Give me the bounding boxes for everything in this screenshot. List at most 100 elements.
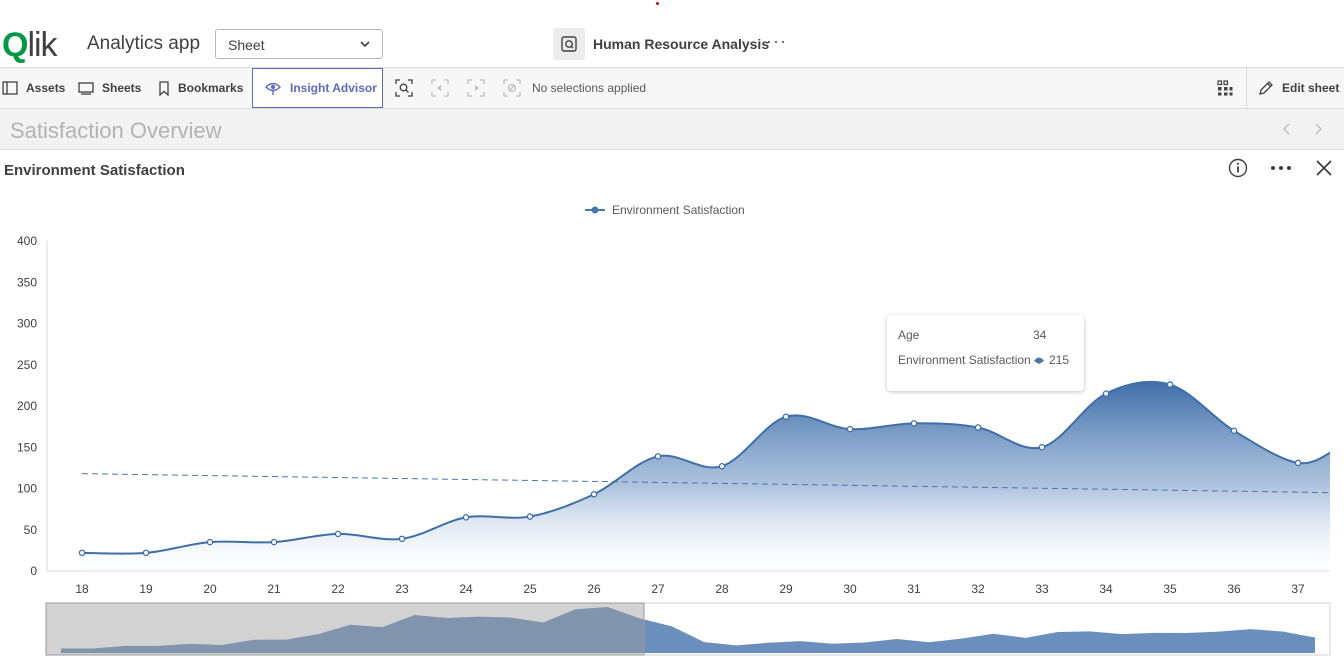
assets-panel-icon: [2, 81, 18, 95]
data-point[interactable]: [1038, 443, 1046, 451]
assets-button[interactable]: Assets: [2, 68, 65, 108]
insight-advisor-icon: [265, 82, 281, 95]
x-tick-label: 37: [1291, 582, 1305, 596]
y-axis: 0 50 100 150 200 250 300 350 400: [17, 234, 37, 578]
more-options-icon[interactable]: [1270, 158, 1292, 178]
mini-chart-scrollbar[interactable]: [45, 602, 1331, 656]
y-tick-label: 100: [17, 482, 37, 496]
app-title: Human Resource Analysis: [593, 36, 770, 52]
mini-chart-area: [61, 607, 1315, 653]
app-icon-button[interactable]: [553, 28, 585, 60]
tooltip-dimension-value: 34: [1033, 328, 1047, 342]
data-point[interactable]: [1102, 390, 1110, 397]
step-back-icon[interactable]: [431, 79, 449, 97]
indicator-dot: [656, 2, 659, 5]
data-point[interactable]: [462, 514, 470, 521]
tooltip-measure-value: 215: [1049, 353, 1070, 367]
mini-chart-selection-handle[interactable]: [45, 602, 645, 656]
no-selections-text: No selections applied: [532, 81, 647, 95]
sheet-dropdown[interactable]: Sheet: [215, 29, 383, 59]
area-chart[interactable]: 0 50 100 150 200 250 300 350 400 18 19 20 21 22 23 24 2…: [0, 225, 1344, 656]
smart-search-icon[interactable]: [395, 79, 413, 97]
chart-title: Environment Satisfaction: [4, 162, 185, 179]
insight-advisor-button[interactable]: Insight Advisor: [252, 68, 383, 108]
bookmarks-label: Bookmarks: [178, 81, 244, 95]
app-name: Analytics app: [87, 33, 201, 54]
data-point[interactable]: [398, 535, 406, 543]
y-tick-label: 0: [30, 564, 37, 578]
data-point[interactable]: [718, 462, 726, 470]
chart-legend[interactable]: Environment Satisfaction: [585, 203, 745, 217]
trend-line: [81, 473, 1330, 494]
next-sheet-icon[interactable]: [1311, 122, 1325, 136]
pencil-icon: [1259, 81, 1273, 95]
sheets-icon: [78, 82, 94, 95]
tooltip-marker-icon: [1034, 357, 1044, 364]
data-point[interactable]: [142, 549, 150, 557]
toolbar-divider: [1246, 68, 1247, 108]
x-tick-label: 27: [651, 582, 665, 596]
grid-view-icon[interactable]: [1217, 80, 1233, 96]
data-point[interactable]: [590, 491, 598, 498]
data-point[interactable]: [1230, 427, 1238, 434]
x-tick-label: 25: [523, 582, 537, 596]
chart-tooltip: Age 34 Environment Satisfaction 215: [887, 315, 1084, 391]
assets-label: Assets: [26, 81, 66, 95]
sheet-dropdown-value: Sheet: [228, 37, 265, 53]
data-point[interactable]: [974, 424, 982, 431]
data-point[interactable]: [782, 413, 790, 420]
data-point[interactable]: [654, 453, 662, 460]
qlik-logo[interactable]: Qlik: [2, 26, 58, 64]
sheet-title: Satisfaction Overview: [10, 118, 222, 143]
sheets-label: Sheets: [102, 81, 142, 95]
clear-selections-icon[interactable]: [503, 79, 521, 97]
sheets-button[interactable]: Sheets: [78, 68, 141, 108]
data-point[interactable]: [334, 530, 342, 538]
x-tick-label: 30: [843, 582, 857, 596]
toolbar: Assets Sheets Bookmarks Insight Advisor …: [0, 68, 1344, 109]
x-tick-label: 28: [715, 582, 729, 596]
legend-marker-icon: [585, 206, 605, 214]
x-tick-label: 29: [779, 582, 793, 596]
x-tick-label: 35: [1163, 582, 1177, 596]
edit-sheet-label: Edit sheet: [1282, 81, 1340, 95]
sheet-title-bar: Satisfaction Overview: [0, 109, 1344, 150]
x-tick-label: 22: [331, 582, 345, 596]
data-point[interactable]: [526, 513, 534, 520]
y-tick-label: 400: [17, 234, 37, 248]
info-icon[interactable]: [1228, 158, 1248, 178]
data-point[interactable]: [910, 420, 918, 427]
x-axis: 18 19 20 21 22 23 24 25 26 27 28 29 30 31 32 33 34 35 36 37: [75, 582, 1305, 596]
data-point[interactable]: [78, 549, 86, 557]
x-tick-label: 36: [1227, 582, 1241, 596]
data-point[interactable]: [1166, 381, 1174, 388]
top-header: Qlik Analytics app Sheet Human Resource …: [0, 0, 1344, 68]
x-tick-label: 34: [1099, 582, 1113, 596]
previous-sheet-icon[interactable]: [1280, 122, 1294, 136]
y-tick-label: 300: [17, 317, 37, 331]
area-fill: [82, 381, 1330, 571]
app-more-options-icon[interactable]: ···: [766, 31, 787, 51]
step-forward-icon[interactable]: [467, 79, 485, 97]
data-point[interactable]: [206, 538, 214, 546]
close-icon[interactable]: [1315, 159, 1333, 177]
x-tick-label: 24: [459, 582, 473, 596]
app-icon: [561, 36, 577, 52]
edit-sheet-button[interactable]: Edit sheet: [1258, 68, 1339, 108]
data-point[interactable]: [846, 425, 854, 433]
tooltip-dimension-label: Age: [898, 328, 920, 342]
x-tick-label: 31: [907, 582, 921, 596]
x-tick-label: 26: [587, 582, 601, 596]
chevron-down-icon: [360, 41, 370, 48]
y-tick-label: 150: [17, 440, 37, 454]
legend-label: Environment Satisfaction: [612, 203, 745, 217]
bookmarks-button[interactable]: Bookmarks: [158, 68, 243, 108]
bookmark-icon: [159, 80, 169, 96]
x-tick-label: 20: [203, 582, 217, 596]
data-point[interactable]: [270, 538, 278, 546]
y-tick-label: 250: [17, 358, 37, 372]
x-tick-label: 21: [267, 582, 281, 596]
tooltip-measure-label: Environment Satisfaction: [898, 353, 1031, 367]
data-point[interactable]: [1294, 459, 1302, 467]
x-tick-label: 23: [395, 582, 409, 596]
